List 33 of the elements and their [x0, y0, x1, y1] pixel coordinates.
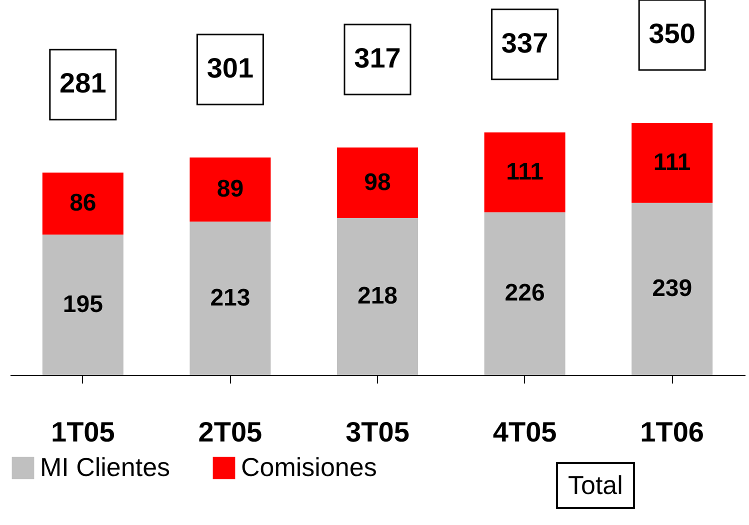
- data-label: 218: [357, 282, 398, 310]
- x-tick-label: 1T06: [640, 416, 704, 448]
- bar: [632, 202, 713, 375]
- bar: [42, 172, 124, 235]
- bar: [632, 123, 713, 203]
- x-tick-label: 3T05: [346, 416, 410, 448]
- legend-label: MI Clientes: [40, 452, 170, 482]
- data-label: 89: [216, 176, 244, 203]
- data-label: 86: [70, 190, 96, 217]
- data-label: 195: [62, 290, 103, 318]
- x-tick-label: 4T05: [492, 416, 557, 448]
- total-label: 317: [354, 42, 401, 74]
- total-label: 301: [206, 52, 254, 84]
- data-label: 239: [652, 274, 692, 302]
- total-label: 281: [60, 68, 106, 99]
- bar: [336, 147, 418, 218]
- data-label: 111: [653, 148, 691, 176]
- total-label: 350: [648, 18, 696, 49]
- x-tick-label: 1T05: [50, 416, 115, 448]
- data-label: 98: [364, 168, 391, 196]
- text: Total: [556, 462, 635, 509]
- total-label: 337: [501, 27, 548, 58]
- bar: [336, 218, 418, 375]
- x-tick-label: 2T05: [198, 416, 262, 448]
- bar: [42, 234, 124, 375]
- data-label: 226: [504, 280, 545, 307]
- legend-label: Comisiones: [241, 452, 377, 482]
- data-label: 213: [210, 284, 250, 312]
- bar: [484, 212, 566, 375]
- bar: [190, 158, 271, 222]
- bar: [484, 132, 566, 212]
- data-label: 111: [506, 158, 544, 186]
- bar: [190, 222, 271, 375]
